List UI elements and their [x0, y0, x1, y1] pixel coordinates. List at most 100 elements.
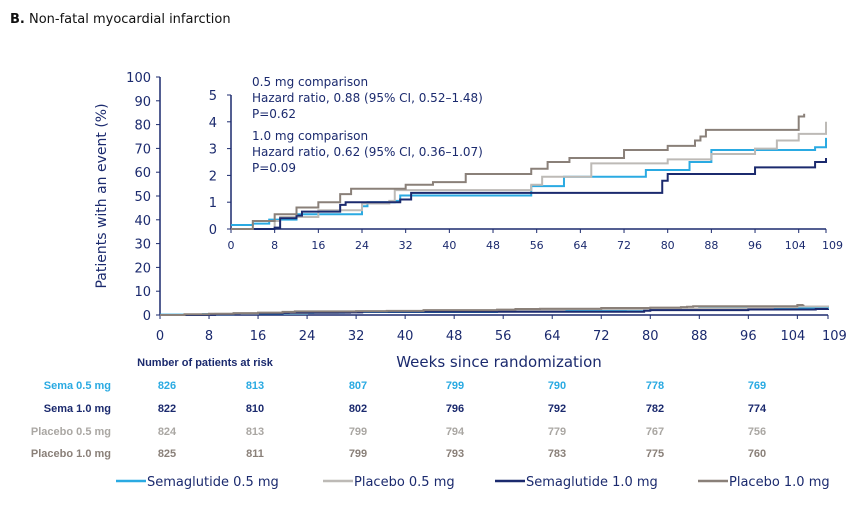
hazard-annotation: Hazard ratio, 0.88 (95% CI, 0.52–1.48): [252, 91, 483, 105]
hazard-annotation: 1.0 mg comparison: [252, 129, 368, 143]
risk-value: 774: [748, 403, 767, 415]
inset-x-tick-label: 48: [486, 239, 500, 252]
inset-x-tick-label: 80: [661, 239, 675, 252]
inset-x-tick-label: 24: [355, 239, 369, 252]
risk-value: 783: [548, 448, 566, 460]
risk-value: 813: [246, 380, 264, 392]
inset-x-tick-label: 64: [573, 239, 587, 252]
panel-label: B.: [10, 12, 25, 27]
inset-y-tick-label: 1: [209, 196, 217, 211]
y-tick-label: 0: [143, 309, 151, 324]
x-tick-label: 72: [593, 329, 610, 344]
inset-x-tick-label: 0: [228, 239, 235, 252]
risk-value: 810: [246, 403, 264, 415]
y-tick-label: 100: [126, 71, 151, 86]
y-tick-label: 40: [134, 214, 151, 229]
risk-value: 790: [548, 380, 566, 392]
risk-row-label: Sema 0.5 mg: [44, 380, 111, 392]
y-axis-label: Patients with an event (%): [94, 103, 110, 288]
risk-value: 807: [349, 380, 367, 392]
inset-y-tick-label: 2: [209, 169, 217, 184]
x-tick-label: 88: [691, 329, 708, 344]
risk-value: 794: [446, 426, 465, 438]
x-tick-label: 48: [446, 329, 463, 344]
risk-value: 767: [646, 426, 664, 438]
y-tick-label: 70: [134, 142, 151, 157]
risk-value: 779: [548, 426, 566, 438]
inset-x-tick-label: 16: [311, 239, 325, 252]
x-tick-label: 80: [642, 329, 659, 344]
risk-table-header: Number of patients at risk: [137, 357, 274, 369]
inset-series-line: [231, 157, 827, 230]
inset-series-line: [231, 113, 806, 230]
legend-label: Semaglutide 1.0 mg: [526, 475, 658, 490]
y-tick-label: 90: [134, 95, 151, 110]
x-tick-label: 56: [495, 329, 512, 344]
inset-x-tick-label: 104: [785, 239, 806, 252]
risk-value: 799: [349, 426, 367, 438]
inset-y-tick-label: 0: [209, 223, 217, 238]
inset-x-tick-label: 109: [822, 239, 843, 252]
y-tick-label: 30: [134, 238, 151, 253]
inset-series-line: [231, 121, 827, 230]
inset-x-tick-label: 72: [617, 239, 631, 252]
x-tick-label: 104: [781, 329, 806, 344]
legend-label: Placebo 1.0 mg: [729, 475, 830, 490]
risk-value: 826: [158, 380, 176, 392]
x-tick-label: 8: [205, 329, 213, 344]
main-series-line: [160, 304, 805, 316]
risk-value: 782: [646, 403, 664, 415]
x-axis-label: Weeks since randomization: [396, 353, 602, 371]
risk-value: 802: [349, 403, 367, 415]
risk-row-label: Sema 1.0 mg: [44, 403, 111, 415]
risk-value: 756: [748, 426, 766, 438]
risk-value: 799: [349, 448, 367, 460]
risk-value: 760: [748, 448, 766, 460]
risk-value: 775: [646, 448, 664, 460]
risk-value: 799: [446, 380, 464, 392]
risk-value: 825: [158, 448, 176, 460]
chart-title: Non-fatal myocardial infarction: [29, 12, 231, 27]
risk-value: 822: [158, 403, 176, 415]
inset-x-tick-label: 40: [442, 239, 456, 252]
x-tick-label: 64: [544, 329, 561, 344]
inset-y-tick-label: 3: [209, 143, 217, 158]
hazard-annotation: P=0.09: [252, 161, 296, 175]
hazard-annotation: P=0.62: [252, 107, 296, 121]
risk-value: 792: [548, 403, 566, 415]
risk-row-label: Placebo 0.5 mg: [31, 426, 111, 438]
risk-value: 769: [748, 380, 766, 392]
inset-x-tick-label: 32: [399, 239, 413, 252]
y-tick-label: 50: [134, 190, 151, 205]
risk-value: 796: [446, 403, 464, 415]
hazard-annotation: 0.5 mg comparison: [252, 75, 368, 89]
inset-x-tick-label: 88: [704, 239, 718, 252]
inset-x-tick-label: 56: [530, 239, 544, 252]
inset-x-tick-label: 96: [748, 239, 762, 252]
figure-title: B. Non-fatal myocardial infarction: [10, 12, 231, 27]
inset-y-tick-label: 4: [209, 116, 217, 131]
risk-value: 824: [158, 426, 177, 438]
y-tick-label: 60: [134, 166, 151, 181]
hazard-annotation: Hazard ratio, 0.62 (95% CI, 0.36–1.07): [252, 145, 483, 159]
x-tick-label: 40: [397, 329, 414, 344]
x-tick-label: 24: [299, 329, 316, 344]
y-tick-label: 80: [134, 119, 151, 134]
x-tick-label: 0: [156, 329, 164, 344]
inset-y-tick-label: 5: [209, 89, 217, 104]
risk-value: 811: [246, 448, 264, 460]
risk-value: 793: [446, 448, 464, 460]
inset-x-tick-label: 8: [271, 239, 278, 252]
x-tick-label: 32: [348, 329, 365, 344]
x-tick-label: 96: [740, 329, 757, 344]
risk-row-label: Placebo 1.0 mg: [31, 448, 111, 460]
y-tick-label: 20: [134, 261, 151, 276]
risk-value: 778: [646, 380, 664, 392]
x-tick-label: 16: [250, 329, 267, 344]
legend-label: Semaglutide 0.5 mg: [147, 475, 279, 490]
x-tick-label: 109: [822, 329, 847, 344]
y-tick-label: 10: [134, 285, 151, 300]
risk-value: 813: [246, 426, 264, 438]
